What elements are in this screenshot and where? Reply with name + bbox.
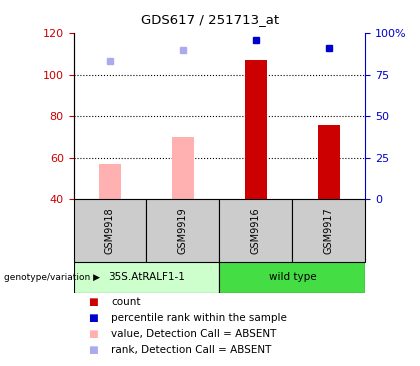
Text: GDS617 / 251713_at: GDS617 / 251713_at	[141, 13, 279, 26]
Text: value, Detection Call = ABSENT: value, Detection Call = ABSENT	[111, 329, 277, 339]
FancyBboxPatch shape	[147, 199, 220, 262]
Text: count: count	[111, 297, 141, 307]
Text: ■: ■	[88, 329, 98, 339]
Bar	[172, 137, 194, 199]
Text: ■: ■	[88, 297, 98, 307]
FancyBboxPatch shape	[74, 199, 147, 262]
FancyBboxPatch shape	[74, 262, 220, 293]
FancyBboxPatch shape	[220, 199, 292, 262]
Text: 35S.AtRALF1-1: 35S.AtRALF1-1	[108, 272, 185, 282]
FancyBboxPatch shape	[292, 199, 365, 262]
Text: ■: ■	[88, 313, 98, 323]
Text: GSM9917: GSM9917	[324, 207, 334, 254]
Text: GSM9919: GSM9919	[178, 207, 188, 254]
Text: wild type: wild type	[269, 272, 316, 282]
Text: genotype/variation ▶: genotype/variation ▶	[4, 273, 100, 282]
FancyBboxPatch shape	[220, 262, 365, 293]
Text: GSM9918: GSM9918	[105, 207, 115, 254]
Bar	[245, 60, 267, 199]
Text: percentile rank within the sample: percentile rank within the sample	[111, 313, 287, 323]
Text: GSM9916: GSM9916	[251, 207, 261, 254]
Text: ■: ■	[88, 345, 98, 355]
Bar	[318, 124, 340, 199]
Bar	[99, 164, 121, 199]
Text: rank, Detection Call = ABSENT: rank, Detection Call = ABSENT	[111, 345, 272, 355]
